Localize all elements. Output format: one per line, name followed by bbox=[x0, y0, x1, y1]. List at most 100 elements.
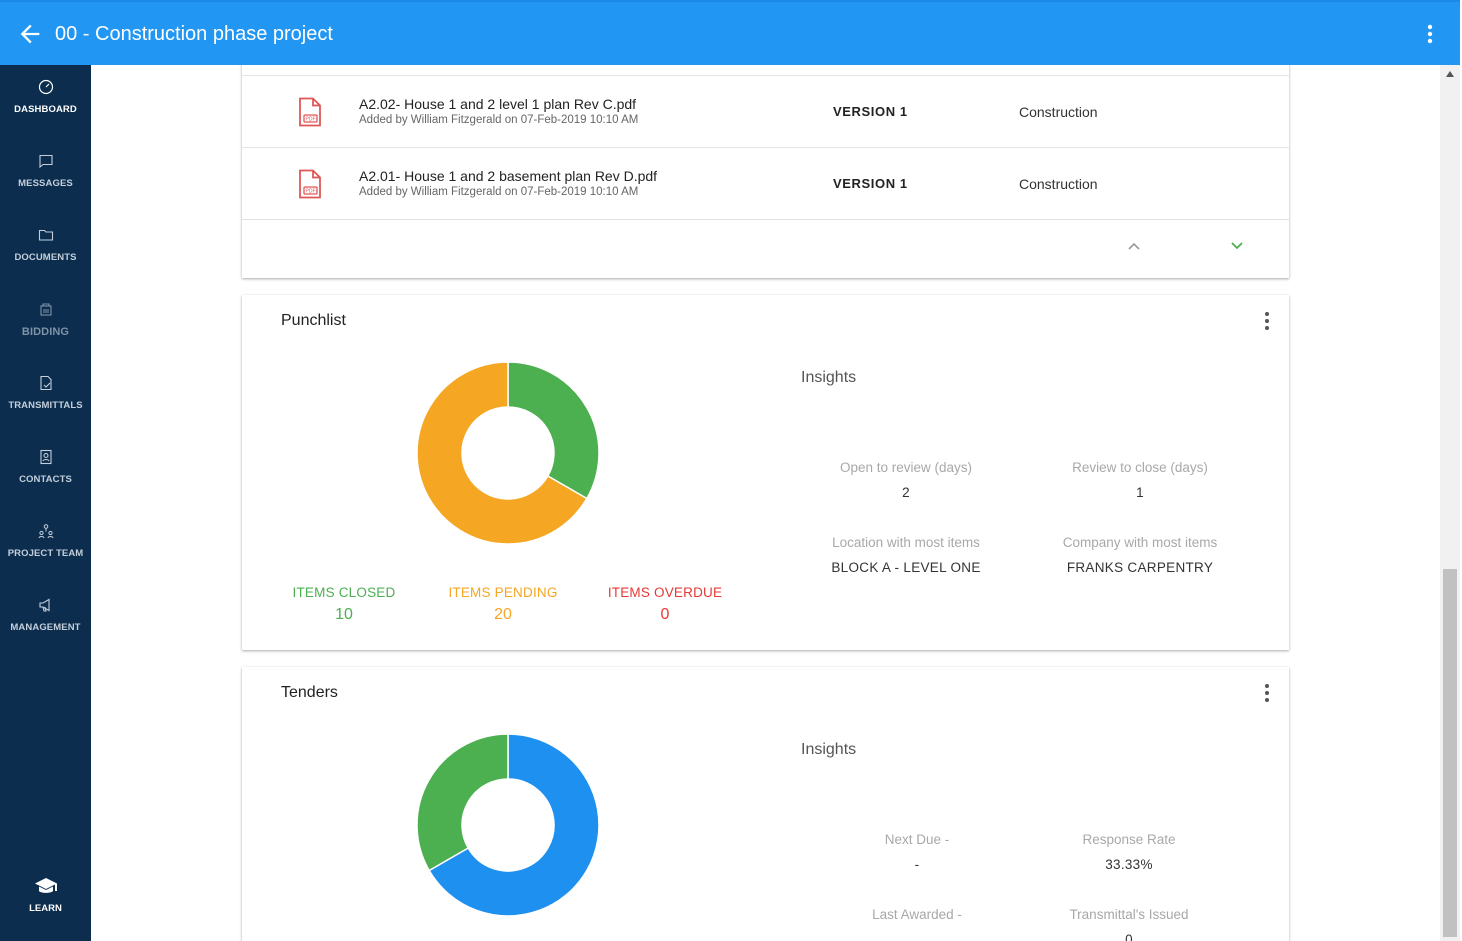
graduation-cap-icon bbox=[34, 878, 57, 893]
app-bar: 00 - Construction phase project bbox=[0, 0, 1460, 65]
sidebar-item-label: BIDDING bbox=[21, 326, 70, 338]
stat-items-overdue[interactable]: ITEMS OVERDUE 0 bbox=[585, 585, 745, 624]
stat-value: 10 bbox=[335, 606, 353, 623]
insight-value: 33.33% bbox=[1105, 857, 1153, 872]
more-vert-icon[interactable] bbox=[1259, 310, 1275, 332]
punchlist-card: Punchlist Insights Open to review (days)… bbox=[242, 295, 1289, 650]
panel-title: Tenders bbox=[281, 684, 338, 701]
tenders-slice-1[interactable] bbox=[416, 733, 509, 872]
insight-value: FRANKS CARPENTRY bbox=[1066, 560, 1214, 575]
document-name[interactable]: A2.01- House 1 and 2 basement plan Rev D… bbox=[359, 168, 658, 184]
vertical-scrollbar[interactable] bbox=[1440, 65, 1460, 941]
insight-value: 2 bbox=[902, 485, 910, 500]
document-row[interactable]: PDF A2.02- House 1 and 2 level 1 plan Re… bbox=[242, 75, 1289, 147]
message-icon bbox=[38, 154, 53, 169]
insight-value: 0 bbox=[1125, 932, 1133, 941]
arrow-left-icon[interactable] bbox=[16, 20, 44, 48]
document-phase: Construction bbox=[1019, 104, 1098, 120]
sidebar-item-transmittals[interactable]: TRANSMITTALS bbox=[0, 375, 91, 449]
sidebar-item-label: PROJECT TEAM bbox=[7, 548, 84, 559]
tenders-card: Tenders Insights Next Due - - Response R… bbox=[242, 667, 1289, 941]
insight-company: Company with most items FRANKS CARPENTRY bbox=[1030, 535, 1250, 575]
folder-icon bbox=[38, 229, 53, 241]
sidebar-item-label: CONTACTS bbox=[19, 474, 72, 485]
sidebar-item-bidding[interactable]: BIDDING bbox=[0, 301, 91, 375]
stat-label: ITEMS OVERDUE bbox=[607, 585, 723, 600]
document-row[interactable]: PDF A2.01- House 1 and 2 basement plan R… bbox=[242, 147, 1289, 219]
insight-label: Location with most items bbox=[832, 535, 980, 550]
insight-label: Transmittal's Issued bbox=[1069, 907, 1189, 922]
team-icon bbox=[38, 524, 53, 539]
scrollbar-thumb[interactable] bbox=[1443, 569, 1457, 937]
insight-location: Location with most items BLOCK A - LEVEL… bbox=[796, 535, 1016, 575]
document-name[interactable]: A2.02- House 1 and 2 level 1 plan Rev C.… bbox=[359, 96, 637, 112]
sidebar-item-management[interactable]: MANAGEMENT bbox=[0, 597, 91, 671]
insight-response-rate: Response Rate 33.33% bbox=[1019, 832, 1239, 872]
pdf-file-icon: PDF bbox=[299, 97, 321, 127]
insight-next-due: Next Due - - bbox=[807, 832, 1027, 872]
insights-title: Insights bbox=[801, 369, 857, 386]
pagination-footer bbox=[242, 219, 1289, 278]
more-vert-icon[interactable] bbox=[1259, 682, 1275, 704]
sidebar-item-project-team[interactable]: PROJECT TEAM bbox=[0, 523, 91, 597]
document-version: VERSION 1 bbox=[833, 104, 908, 119]
insight-transmittals-issued: Transmittal's Issued 0 bbox=[1019, 907, 1239, 941]
page-title: 00 - Construction phase project bbox=[55, 23, 333, 45]
main-content: PDF A2.02- House 1 and 2 level 1 plan Re… bbox=[91, 65, 1440, 941]
document-version: VERSION 1 bbox=[833, 176, 908, 191]
scroll-up-arrow-icon[interactable] bbox=[1446, 71, 1454, 77]
chevron-up-icon[interactable] bbox=[1126, 238, 1142, 254]
tenders-slice-0[interactable] bbox=[428, 733, 600, 917]
svg-text:PDF: PDF bbox=[306, 189, 316, 195]
punchlist-slice-1[interactable] bbox=[416, 361, 588, 545]
insight-label: Company with most items bbox=[1062, 535, 1218, 550]
sidebar-item-messages[interactable]: MESSAGES bbox=[0, 153, 91, 227]
sidebar-item-dashboard[interactable]: DASHBOARD bbox=[0, 79, 91, 153]
document-phase: Construction bbox=[1019, 176, 1098, 192]
panel-title: Punchlist bbox=[281, 312, 346, 329]
sidebar-item-contacts[interactable]: CONTACTS bbox=[0, 449, 91, 523]
sidebar-item-label: LEARN bbox=[29, 903, 62, 914]
insight-label: Review to close (days) bbox=[1072, 460, 1208, 475]
sidebar-item-label: TRANSMITTALS bbox=[8, 400, 83, 411]
contacts-icon bbox=[39, 449, 52, 465]
tenders-donut-chart bbox=[416, 733, 600, 917]
punchlist-donut-chart bbox=[416, 361, 600, 545]
sidebar-item-learn[interactable]: LEARN bbox=[0, 877, 91, 914]
sidebar-item-label: MESSAGES bbox=[18, 178, 73, 189]
bidding-icon bbox=[39, 303, 52, 316]
megaphone-icon bbox=[38, 598, 50, 612]
pdf-file-icon: PDF bbox=[299, 169, 321, 199]
punchlist-slice-0[interactable] bbox=[507, 361, 600, 500]
document-meta: Added by William Fitzgerald on 07-Feb-20… bbox=[359, 114, 639, 126]
stat-value: 0 bbox=[660, 606, 670, 623]
sidebar-item-label: DASHBOARD bbox=[14, 104, 77, 115]
insight-review-to-close: Review to close (days) 1 bbox=[1030, 460, 1250, 500]
stat-items-closed[interactable]: ITEMS CLOSED 10 bbox=[264, 585, 424, 624]
insight-label: Last Awarded - bbox=[872, 907, 962, 922]
insight-open-to-review: Open to review (days) 2 bbox=[796, 460, 1016, 500]
stat-label: ITEMS CLOSED bbox=[292, 585, 396, 600]
sidebar-item-documents[interactable]: DOCUMENTS bbox=[0, 227, 91, 301]
insight-value: - bbox=[914, 857, 920, 872]
stat-label: ITEMS PENDING bbox=[448, 585, 558, 600]
sidebar-item-label: DOCUMENTS bbox=[14, 252, 77, 263]
insight-value: 1 bbox=[1136, 485, 1144, 500]
recent-documents-card: PDF A2.02- House 1 and 2 level 1 plan Re… bbox=[242, 65, 1289, 278]
stat-items-pending[interactable]: ITEMS PENDING 20 bbox=[423, 585, 583, 624]
chevron-down-icon[interactable] bbox=[1229, 238, 1245, 254]
insight-label: Next Due - bbox=[884, 832, 950, 847]
svg-text:PDF: PDF bbox=[306, 117, 316, 123]
dashboard-gauge-icon bbox=[38, 79, 53, 95]
document-meta: Added by William Fitzgerald on 07-Feb-20… bbox=[359, 186, 639, 198]
insight-label: Response Rate bbox=[1082, 832, 1176, 847]
sidebar-item-label: MANAGEMENT bbox=[10, 622, 81, 633]
insight-last-awarded: Last Awarded - bbox=[807, 907, 1027, 932]
more-vert-icon[interactable] bbox=[1420, 22, 1440, 46]
sidebar: DASHBOARD MESSAGES DOCUMENTS BIDDING TRA… bbox=[0, 65, 91, 941]
stat-value: 20 bbox=[494, 606, 512, 623]
transmittal-icon bbox=[39, 375, 52, 391]
insight-label: Open to review (days) bbox=[839, 460, 973, 475]
insights-title: Insights bbox=[801, 741, 857, 758]
insight-value: BLOCK A - LEVEL ONE bbox=[831, 560, 981, 575]
